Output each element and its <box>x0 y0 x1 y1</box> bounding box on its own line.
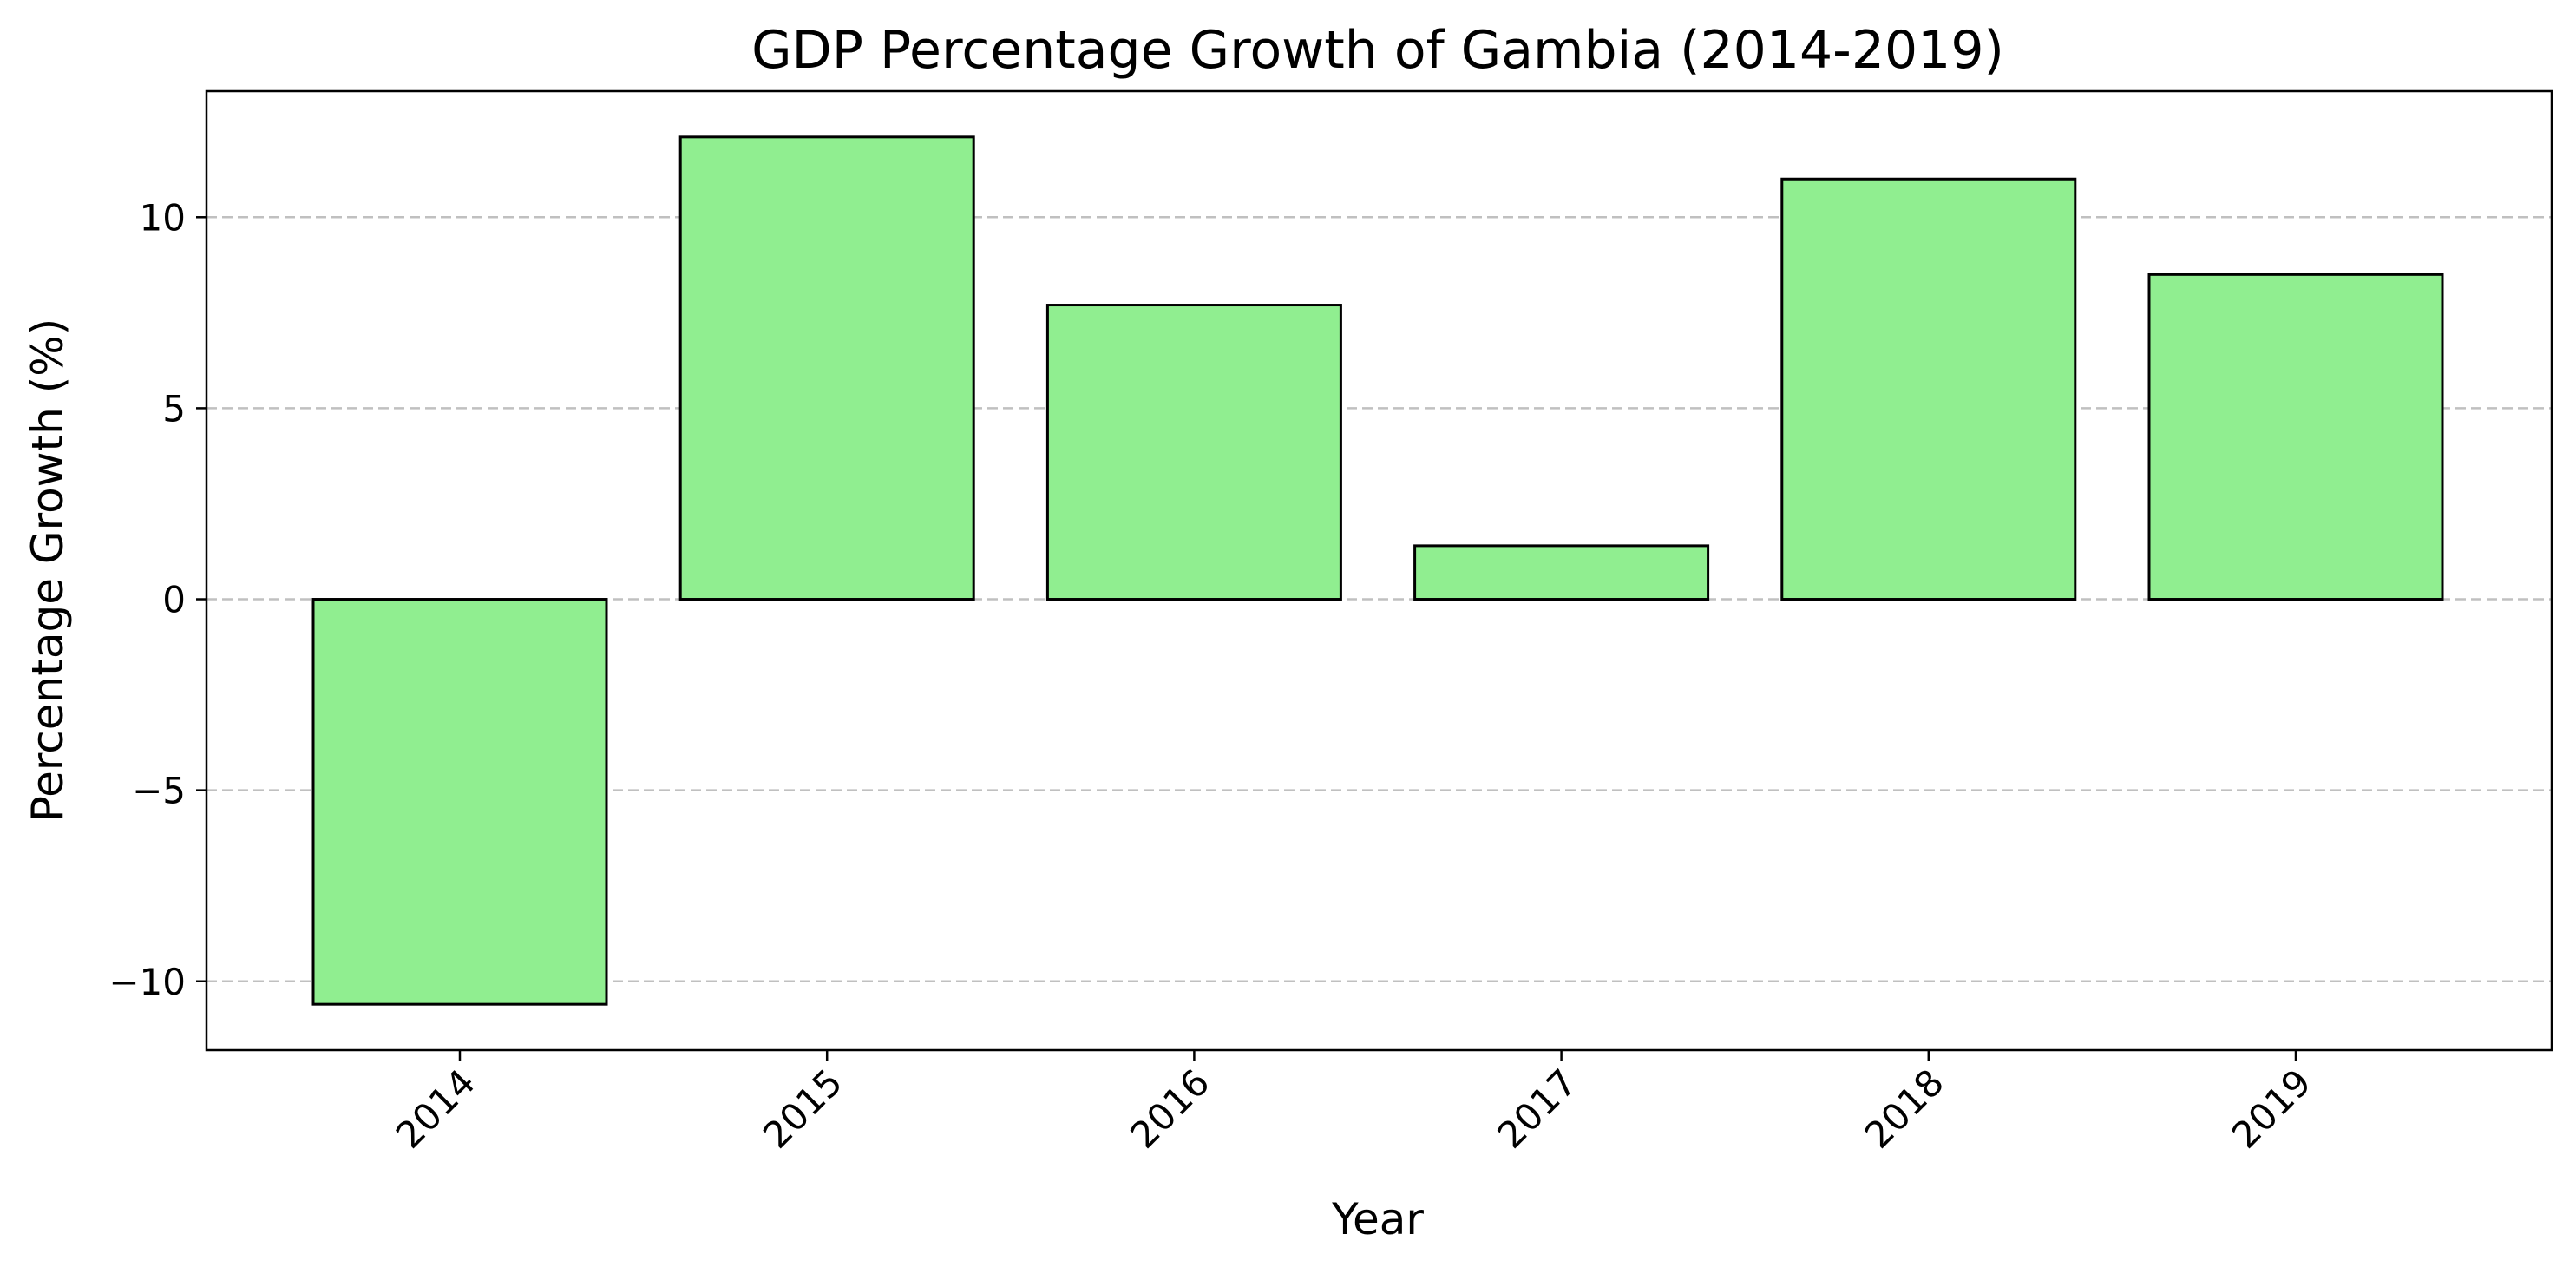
bars <box>311 135 2444 1006</box>
y-tick-label: 0 <box>162 579 186 621</box>
bar-2018 <box>1780 177 2077 601</box>
y-tick-label: 5 <box>162 387 186 430</box>
x-axis-label: Year <box>1331 1194 1424 1244</box>
bar-2017 <box>1413 544 1710 601</box>
chart-title: GDP Percentage Growth of Gambia (2014-20… <box>751 20 2004 81</box>
bar-2015 <box>678 135 975 601</box>
plot-frame <box>205 89 2553 1052</box>
y-tick-label: −10 <box>108 961 186 1003</box>
y-axis-ticks: −10 −5 0 5 10 <box>108 196 206 1003</box>
bar-2014 <box>311 598 608 1006</box>
bar-2019 <box>2147 273 2444 601</box>
y-tick-label: −5 <box>132 770 186 812</box>
bar-2016 <box>1045 304 1342 601</box>
y-axis-label: Percentage Growth (%) <box>23 318 73 823</box>
y-tick-label: 10 <box>140 196 186 239</box>
